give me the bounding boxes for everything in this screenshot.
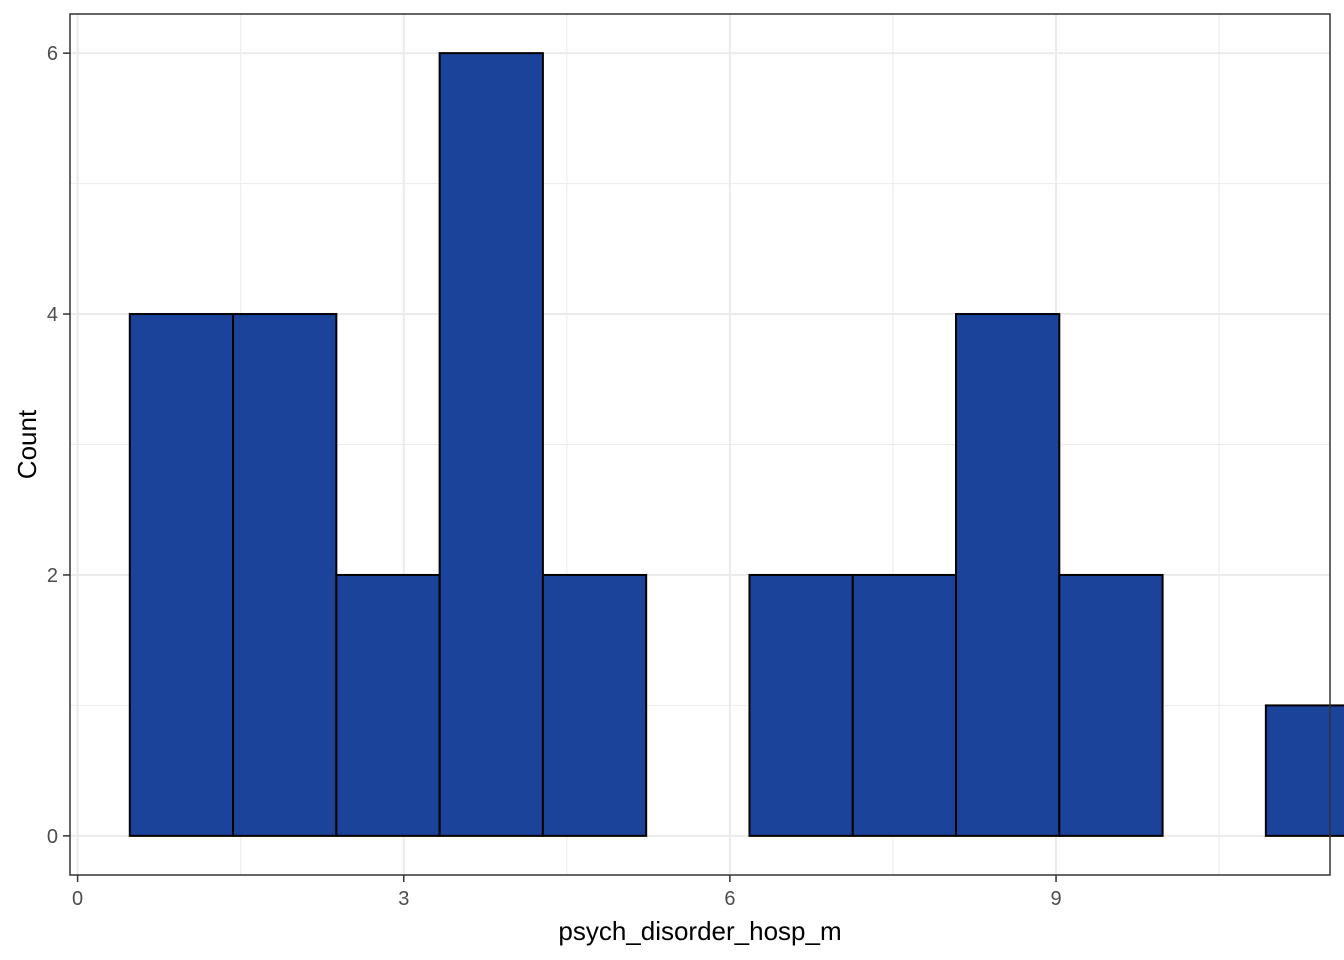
histogram-bar [541,573,648,837]
y-tick-label: 4 [47,304,58,326]
y-axis: 0 2 4 6 [47,43,70,848]
y-tick-label: 2 [47,565,58,587]
y-tick-label: 6 [47,43,58,65]
histogram-bar [232,313,338,837]
histogram-bar [748,573,854,837]
histogram-bar [1058,573,1164,837]
panel-border [69,13,1331,876]
y-axis-title: Count [12,409,42,479]
histogram-bars [128,52,1344,837]
x-tick-label: 9 [1050,888,1061,910]
histogram-bar [1264,704,1344,837]
x-tick-label: 6 [724,888,735,910]
histogram-bar [438,52,544,837]
x-axis-title: psych_disorder_hosp_m [558,916,841,946]
x-axis: 0 3 6 9 [72,875,1062,910]
histogram-bar [335,573,441,837]
x-tick-label: 3 [398,888,409,910]
histogram-bar [851,573,958,837]
x-tick-label: 0 [72,888,83,910]
histogram-bar [128,313,235,837]
histogram-bar [955,313,1061,837]
y-tick-label: 0 [47,826,58,848]
